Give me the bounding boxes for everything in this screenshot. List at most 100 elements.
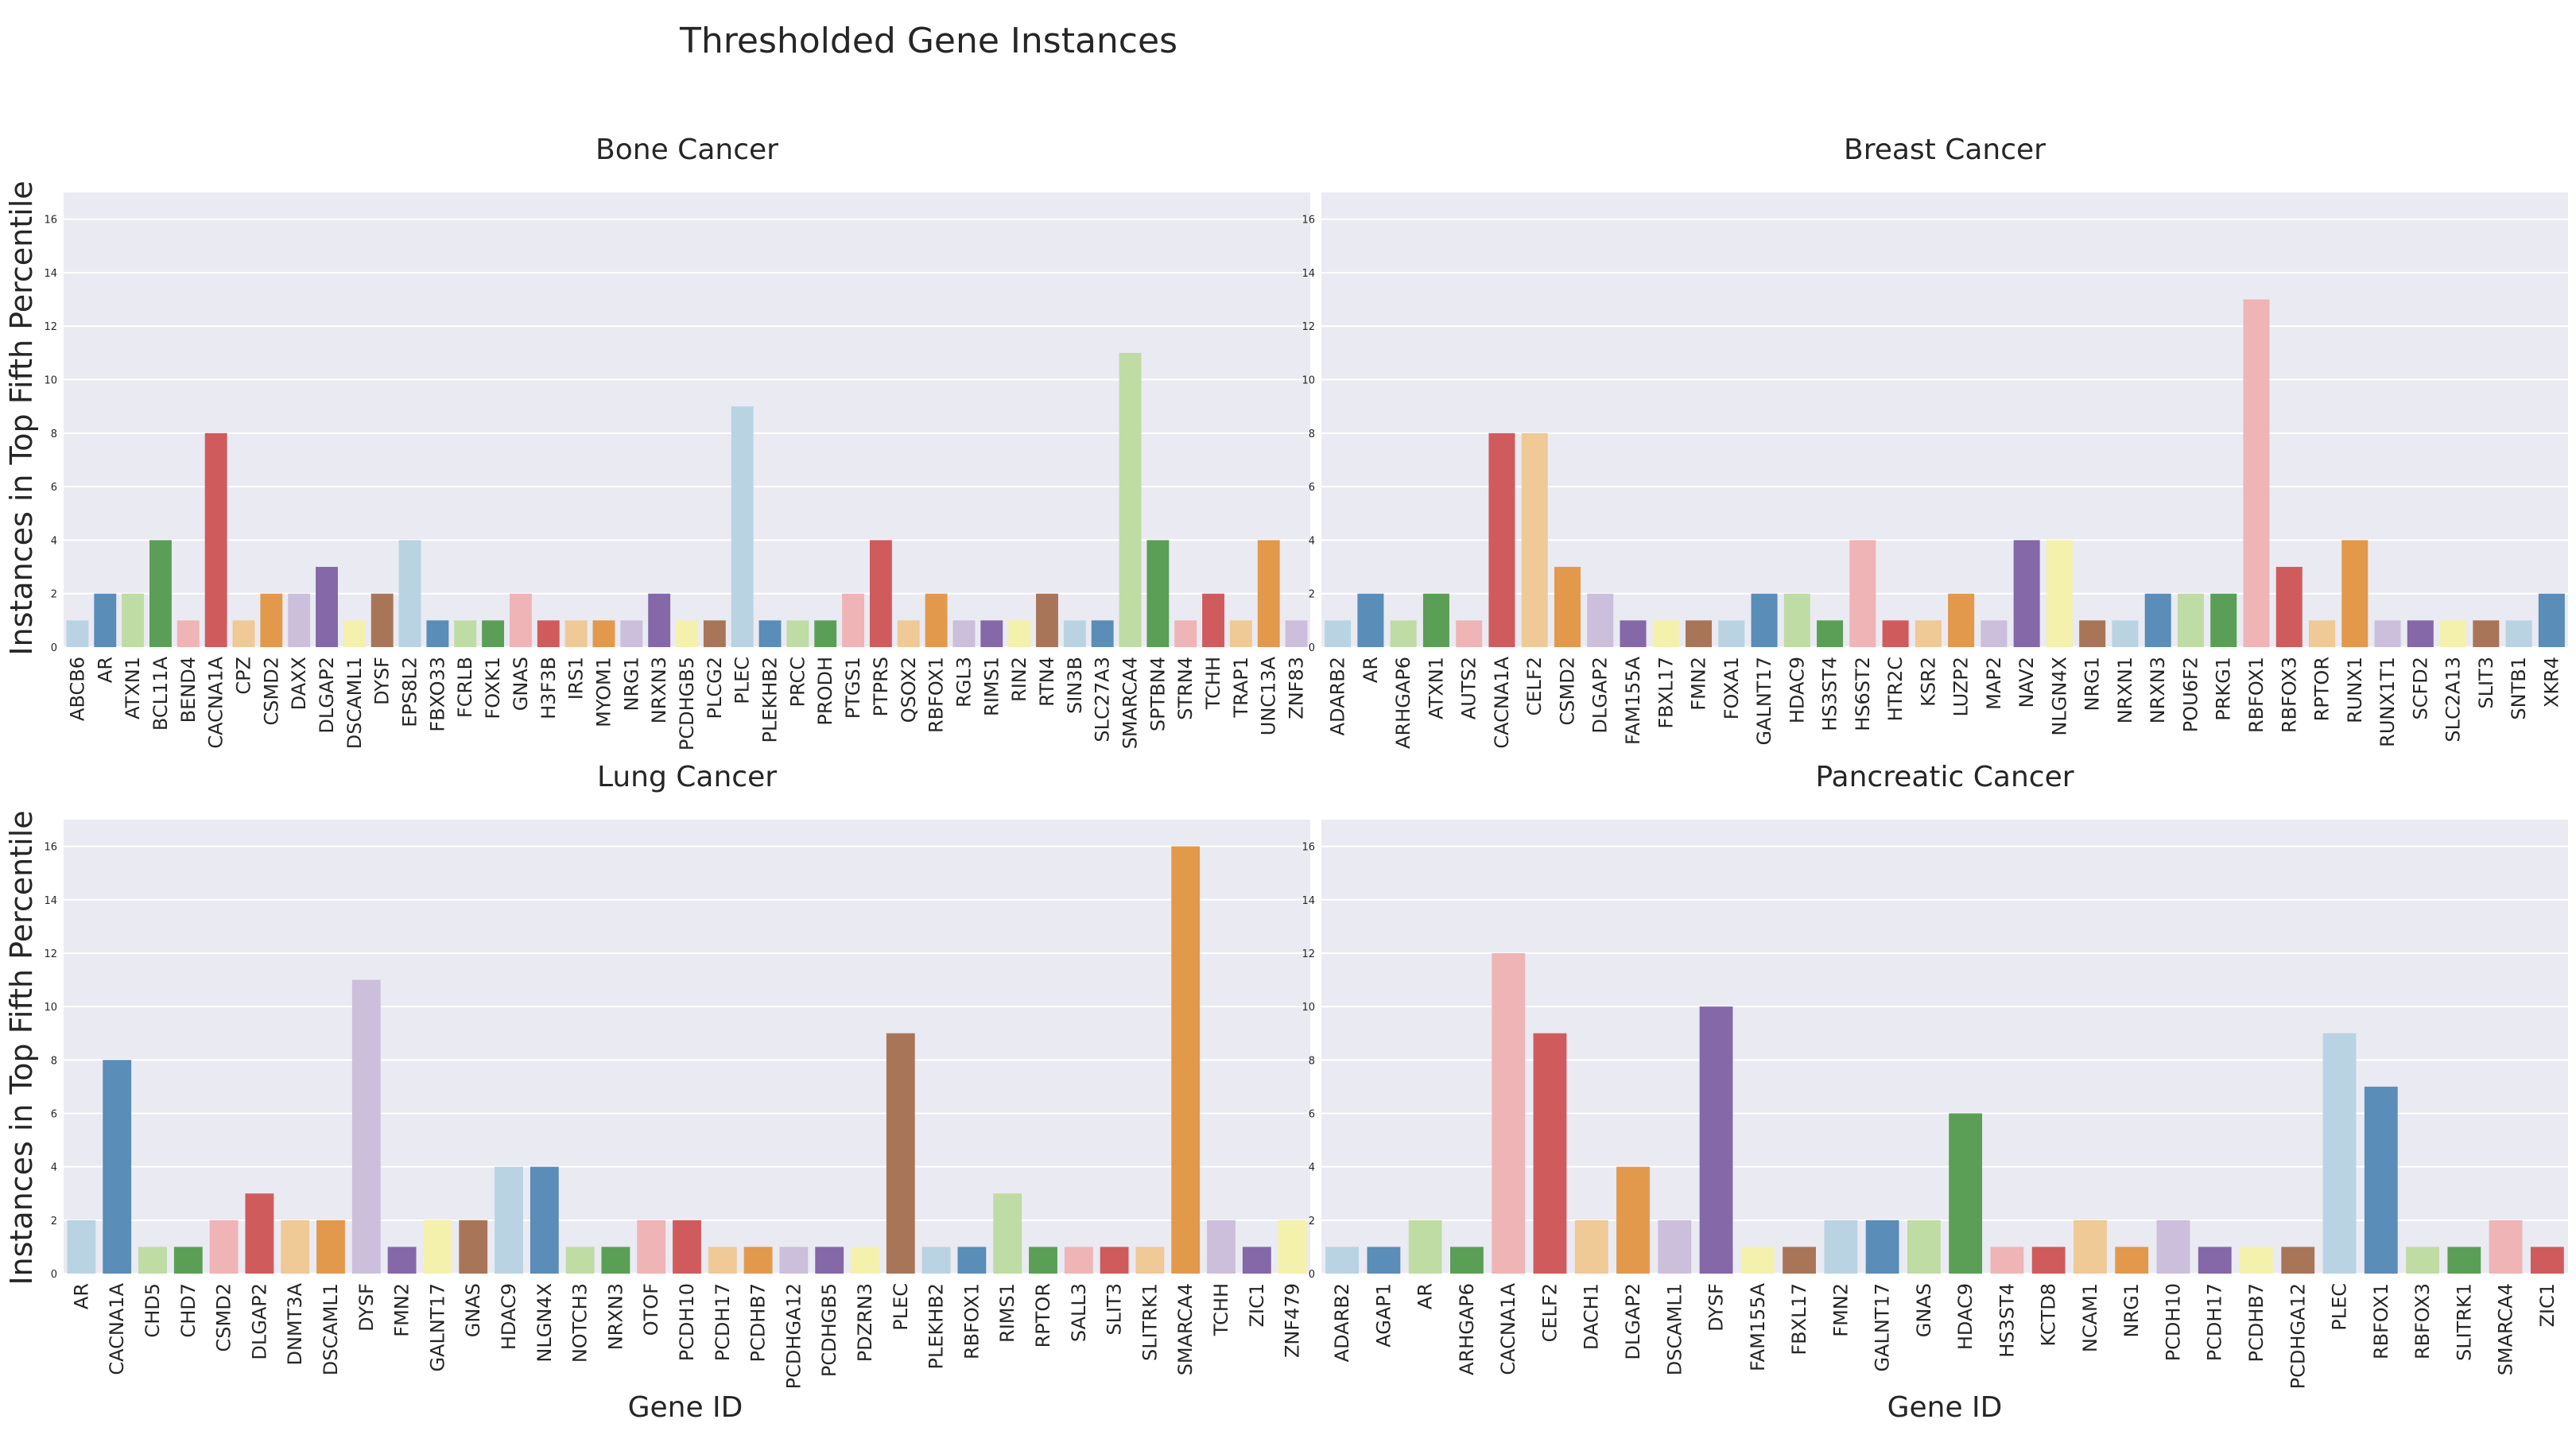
x-tick-label-fcrlb: FCRLB: [454, 657, 476, 718]
panel-lung-cancer-title: Lung Cancer: [597, 761, 777, 793]
panel-pancreatic-cancer-y-tick-label: 16: [1302, 842, 1315, 854]
x-tick-label-slit3: SLIT3: [2475, 657, 2497, 709]
x-tick-label-tchh: TCHH: [1202, 657, 1224, 710]
x-tick-label-pcdh10: PCDH10: [676, 1283, 698, 1361]
bar-fbxl17: [1783, 1247, 1816, 1274]
bar-rin2: [1008, 620, 1031, 647]
bar-dscaml1: [316, 1220, 345, 1274]
bar-chd7: [173, 1247, 203, 1274]
bar-celf2: [1521, 432, 1548, 647]
bar-fmn2: [1686, 620, 1713, 647]
bar-nrg1: [2115, 1247, 2149, 1274]
panel-breast-cancer-y-tick-label: 0: [1309, 642, 1315, 654]
x-tick-label-fmn2: FMN2: [391, 1283, 413, 1337]
bar-cacna1a: [204, 432, 227, 647]
x-tick-label-dnmt3a: DNMT3A: [284, 1282, 306, 1365]
bar-kctd8: [2031, 1247, 2066, 1274]
x-tick-label-cacna1a: CACNA1A: [106, 1282, 128, 1375]
bar-adarb2: [1325, 620, 1352, 647]
x-tick-label-pcdhb7: PCDHB7: [747, 1283, 770, 1363]
panel-lung-cancer-y-tick-label: 14: [44, 895, 57, 907]
bar-pcdhga12: [779, 1247, 809, 1274]
bar-dlgap2: [1587, 593, 1614, 647]
panel-pancreatic-cancer-y-tick-label: 12: [1302, 948, 1315, 960]
bar-daxx: [288, 593, 311, 647]
bar-map2: [1980, 620, 2008, 647]
bar-rims1: [980, 620, 1003, 647]
panel-breast-cancer-y-tick-label: 2: [1309, 589, 1315, 601]
bar-zic1: [2530, 1247, 2564, 1274]
bar-slitrk1: [1135, 1247, 1165, 1274]
x-tick-label-plec: PLEC: [890, 1283, 912, 1331]
panel-pancreatic-cancer-y-tick-label: 10: [1302, 1002, 1315, 1014]
bar-cacna1a: [1492, 952, 1526, 1274]
x-tick-label-nrg1: NRG1: [2120, 1283, 2143, 1338]
x-tick-label-rims1: RIMS1: [996, 1283, 1018, 1343]
bar-dlgap2: [316, 567, 338, 647]
bar-cpz: [232, 620, 255, 647]
bar-pcdhb7: [743, 1247, 773, 1274]
x-tick-label-plec: PLEC: [731, 657, 754, 704]
bar-trap1: [1229, 620, 1252, 647]
x-tick-label-slc27a3: SLC27A3: [1092, 657, 1114, 743]
x-tick-label-atxn1: ATXN1: [122, 657, 144, 719]
x-tick-label-myom1: MYOM1: [592, 657, 615, 727]
bar-eps8l2: [398, 540, 421, 647]
bar-galnt17: [423, 1220, 452, 1274]
x-tick-label-qsox2: QSOX2: [898, 657, 920, 723]
x-tick-label-nrg1: NRG1: [620, 657, 642, 712]
bar-csmd2: [1554, 567, 1581, 647]
x-tick-label-fam155a: FAM155A: [1622, 656, 1644, 745]
x-tick-label-eps8l2: EPS8L2: [399, 657, 421, 727]
x-tick-label-smarca4: SMARCA4: [1119, 657, 1142, 749]
x-tick-label-rbfox1: RBFOX1: [925, 657, 948, 733]
x-tick-label-dlgap2: DLGAP2: [1589, 657, 1612, 734]
x-tick-label-znf83: ZNF83: [1286, 657, 1308, 719]
x-tick-label-pcdh17: PCDH17: [712, 1283, 734, 1361]
panel-breast-cancer-y-tick-label: 10: [1302, 375, 1315, 387]
x-tick-label-pcdhga12: PCDHGA12: [782, 1283, 805, 1389]
x-tick-label-galnt17: GALNT17: [1753, 657, 1775, 746]
bar-htr2c: [1882, 620, 1909, 647]
x-tick-label-fam155a: FAM155A: [1747, 1282, 1769, 1371]
bar-smarca4: [1119, 352, 1142, 647]
bar-pdzrn3: [851, 1247, 879, 1274]
x-tick-label-hs6st2: HS6ST2: [1852, 657, 1874, 731]
x-tick-label-rbfox1: RBFOX1: [960, 1283, 983, 1359]
x-axis-label-pancreatic: Gene ID: [1887, 1391, 2003, 1424]
x-tick-label-pcdh17: PCDH17: [2204, 1283, 2226, 1361]
bar-celf2: [1533, 1033, 1567, 1274]
x-tick-label-prcc: PRCC: [786, 657, 809, 707]
bar-hdac9: [1783, 593, 1810, 647]
bar-abcb6: [66, 620, 89, 647]
x-tick-label-sin3b: SIN3B: [1064, 657, 1086, 714]
x-tick-label-galnt17: GALNT17: [1872, 1283, 1894, 1372]
panel-breast-cancer-y-tick-label: 16: [1302, 215, 1315, 227]
x-tick-label-agap1: AGAP1: [1372, 1283, 1395, 1348]
x-tick-label-dscaml1: DSCAML1: [320, 1283, 342, 1375]
bar-h3f3b: [537, 620, 560, 647]
x-tick-label-smarca4: SMARCA4: [2495, 1283, 2517, 1375]
bar-ar: [1408, 1220, 1442, 1274]
bar-atxn1: [1422, 593, 1449, 647]
panel-pancreatic-cancer-plot-area: [1321, 820, 2568, 1274]
panel-pancreatic-cancer: Pancreatic Cancer 0 2 4 6 8 10 12 14 16 ADARB2 AGAP…: [1302, 761, 2568, 1389]
x-tick-label-dysf: DYSF: [1705, 1283, 1728, 1332]
x-tick-label-nrxn3: NRXN3: [2147, 657, 2169, 723]
bar-fbxo33: [426, 620, 449, 647]
bar-slc2a13: [2440, 620, 2467, 647]
bar-myom1: [592, 620, 615, 647]
x-tick-label-rbfox1: RBFOX1: [2245, 657, 2268, 733]
x-tick-label-arhgap6: ARHGAP6: [1392, 657, 1414, 749]
bar-hs6st2: [1849, 540, 1876, 647]
bar-luzp2: [1948, 593, 1975, 647]
x-tick-label-auts2: AUTS2: [1458, 657, 1480, 719]
x-tick-label-prodh: PRODH: [814, 657, 836, 726]
panel-pancreatic-cancer-title: Pancreatic Cancer: [1815, 761, 2074, 793]
bar-pcdh10: [2156, 1220, 2190, 1274]
bar-nrxn3: [601, 1247, 630, 1274]
x-tick-label-rtn4: RTN4: [1036, 657, 1058, 707]
x-tick-label-rgl3: RGL3: [952, 657, 975, 708]
bar-tchh: [1202, 593, 1224, 647]
y-axis-label-bottom: Instances in Top Fifth Percentile: [4, 810, 39, 1285]
